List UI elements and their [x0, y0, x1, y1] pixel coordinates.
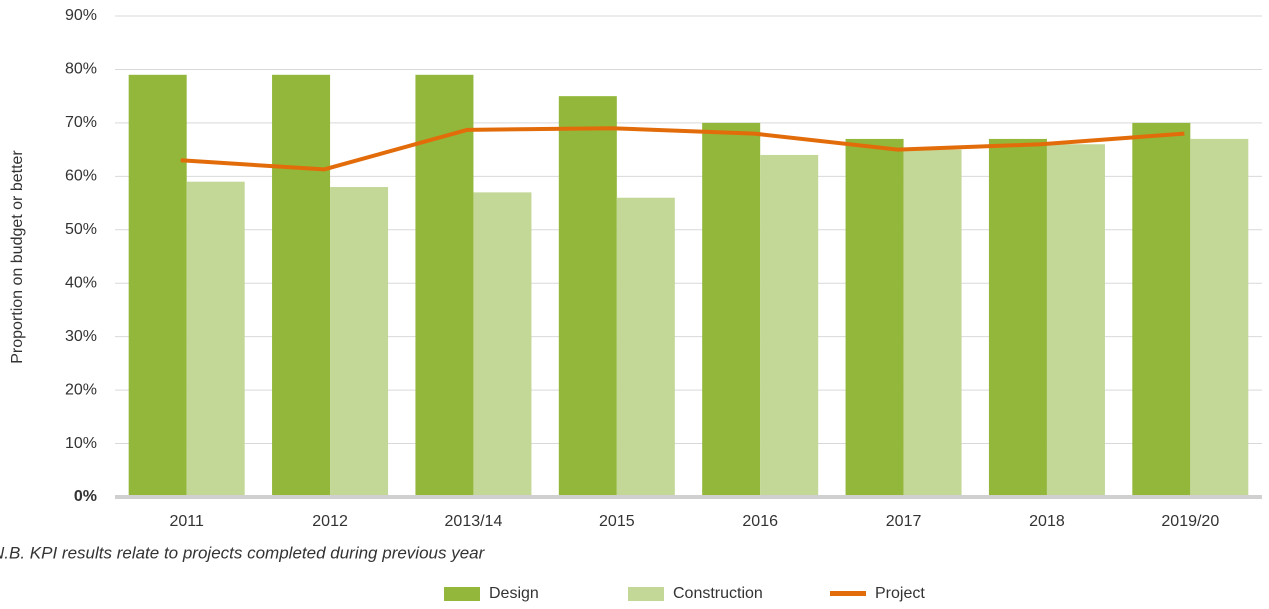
- bar: [1132, 122, 1191, 497]
- y-tick-label: 80%: [65, 61, 97, 78]
- bar: [272, 74, 331, 498]
- y-tick-label: 10%: [65, 435, 97, 452]
- legend-swatch: [628, 587, 664, 601]
- bar: [330, 187, 389, 497]
- bar: [616, 197, 675, 497]
- y-tick-label: 90%: [65, 7, 97, 24]
- bar: [415, 74, 474, 498]
- legend-swatch: [444, 587, 480, 601]
- bar: [760, 154, 819, 497]
- bar: [702, 122, 761, 497]
- note: N.B. KPI results relate to projects comp…: [0, 543, 486, 562]
- legend-swatch: [830, 591, 866, 596]
- y-tick-label: 60%: [65, 168, 97, 185]
- legend-label: Construction: [673, 585, 763, 602]
- y-tick-label: 50%: [65, 221, 97, 238]
- bar: [845, 138, 904, 497]
- bar: [473, 192, 532, 497]
- bar: [903, 149, 962, 497]
- x-tick-label: 2018: [1029, 513, 1065, 530]
- line: [180, 126, 1185, 172]
- x-tick-label: 2013/14: [445, 513, 503, 530]
- y-tick-label: 40%: [65, 274, 97, 291]
- x-tick-label: 2016: [742, 513, 778, 530]
- bar: [128, 74, 187, 498]
- legend-label: Design: [489, 585, 539, 602]
- x-tick-label: 2015: [599, 513, 635, 530]
- bar: [1046, 144, 1105, 497]
- legend-label: Project: [875, 585, 925, 602]
- bar: [1190, 138, 1249, 497]
- x-tick-label: 2012: [312, 513, 348, 530]
- bar: [558, 96, 617, 498]
- y-tick-label: 70%: [65, 114, 97, 131]
- y-axis-label: Proportion on budget or better: [9, 150, 26, 364]
- bar: [186, 181, 245, 497]
- x-tick-label: 2011: [169, 513, 204, 530]
- y-tick-label: 30%: [65, 328, 97, 345]
- x-tick-label: 2017: [886, 513, 922, 530]
- y-tick-label: 0%: [74, 488, 97, 505]
- x-tick-label: 2019/20: [1161, 513, 1219, 530]
- y-tick-label: 20%: [65, 381, 97, 398]
- bar: [988, 138, 1047, 497]
